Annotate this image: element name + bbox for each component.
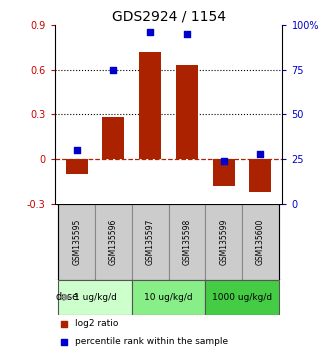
Bar [58, 204, 95, 280]
Text: log2 ratio: log2 ratio [75, 319, 118, 329]
Bar [205, 280, 279, 315]
Bar [95, 204, 132, 280]
Text: GSM135598: GSM135598 [182, 219, 191, 265]
Bar [213, 159, 235, 186]
Bar [58, 280, 132, 315]
Point [221, 158, 226, 164]
Point [61, 339, 66, 344]
Bar [205, 204, 242, 280]
Text: GSM135599: GSM135599 [219, 219, 228, 265]
Bar [242, 204, 279, 280]
Text: GSM135597: GSM135597 [146, 219, 155, 265]
Title: GDS2924 / 1154: GDS2924 / 1154 [111, 10, 226, 24]
Bar [65, 159, 88, 174]
Bar [139, 52, 161, 159]
Point [61, 321, 66, 327]
Text: 1 ug/kg/d: 1 ug/kg/d [74, 293, 117, 302]
Point [111, 67, 116, 73]
Point [184, 31, 189, 36]
Text: 1000 ug/kg/d: 1000 ug/kg/d [212, 293, 272, 302]
Bar [249, 159, 272, 192]
Point [258, 151, 263, 157]
Text: GSM135595: GSM135595 [72, 219, 81, 265]
Point [74, 148, 79, 153]
Bar [132, 280, 205, 315]
Bar [102, 118, 125, 159]
Bar [176, 65, 198, 159]
Bar [132, 204, 169, 280]
Text: percentile rank within the sample: percentile rank within the sample [75, 337, 228, 346]
Text: 10 ug/kg/d: 10 ug/kg/d [144, 293, 193, 302]
Bar [169, 204, 205, 280]
Text: dose: dose [55, 292, 78, 302]
Text: GSM135596: GSM135596 [109, 219, 118, 265]
Text: GSM135600: GSM135600 [256, 219, 265, 265]
Point [148, 29, 153, 35]
